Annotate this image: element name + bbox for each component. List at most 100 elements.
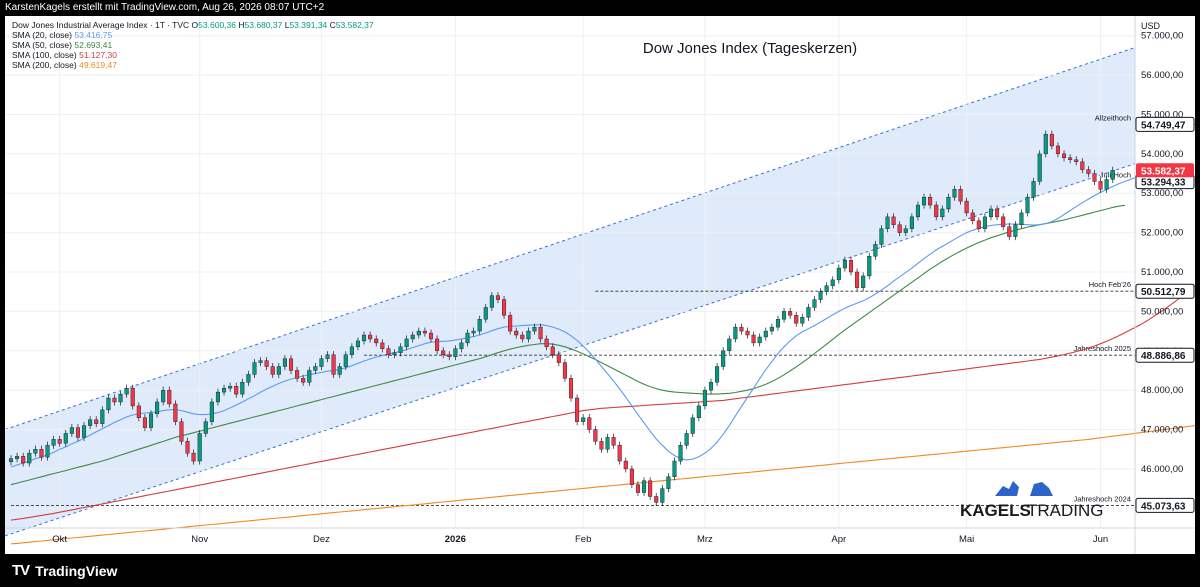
candle-body xyxy=(629,468,634,485)
candle xyxy=(909,213,914,233)
candle-body xyxy=(374,338,379,344)
candle-body xyxy=(240,382,245,395)
legend-sma20[interactable]: SMA (20, close) 53.416,75 xyxy=(12,30,113,40)
candle-body xyxy=(976,220,981,229)
candle xyxy=(654,492,659,506)
candle-body xyxy=(88,419,93,426)
candle xyxy=(526,327,531,343)
candle-body xyxy=(922,196,927,206)
legend-sma200[interactable]: SMA (200, close) 49.619,47 xyxy=(12,60,117,70)
candle xyxy=(617,441,622,465)
currency-label: USD xyxy=(1141,21,1161,31)
candle xyxy=(307,366,312,386)
candle xyxy=(392,349,397,359)
candle xyxy=(708,378,714,394)
candle-body xyxy=(544,338,549,348)
candle-body xyxy=(39,449,44,458)
candle xyxy=(824,282,829,296)
candle xyxy=(812,296,817,311)
candle-body xyxy=(915,204,920,218)
legend-low-value: 53.391,34 xyxy=(289,20,328,30)
candle xyxy=(964,197,969,217)
chart-svg[interactable]: Allzeithoch Juli-Hoch Hoch Feb'26 Jahreshoc… xyxy=(4,16,1200,554)
candle-body xyxy=(964,200,969,214)
candle xyxy=(343,351,348,371)
candle-body xyxy=(167,389,172,405)
legend-sma50[interactable]: SMA (50, close) 52.693,41 xyxy=(12,40,113,50)
candle-body xyxy=(1019,212,1024,225)
x-tick-label: Mrz xyxy=(697,534,713,545)
candle xyxy=(593,425,598,445)
x-tick-label: Dez xyxy=(313,534,330,545)
candle xyxy=(952,185,957,201)
candle xyxy=(416,327,421,339)
candle-body xyxy=(325,354,330,359)
candle-body xyxy=(502,299,507,316)
candle-body xyxy=(988,208,994,218)
candle xyxy=(1043,130,1048,158)
candle xyxy=(471,327,476,337)
candle-body xyxy=(1037,153,1042,182)
candle xyxy=(240,378,245,398)
candle-body xyxy=(1104,179,1109,190)
level-price-label: 48.886,86 xyxy=(1141,351,1186,362)
candle-body xyxy=(148,413,154,428)
candle xyxy=(483,303,488,323)
candle-body xyxy=(952,189,957,198)
legend-sma100[interactable]: SMA (100, close) 51.127,30 xyxy=(12,50,117,60)
candle xyxy=(1055,142,1060,158)
level-label: Hoch Feb'26 xyxy=(1089,280,1131,289)
candle-body xyxy=(605,437,610,450)
candle-body xyxy=(459,342,464,349)
candle-body xyxy=(301,378,306,383)
candle-body xyxy=(270,366,275,375)
candle xyxy=(130,384,135,410)
legend-close-label: C xyxy=(329,20,336,30)
candle-body xyxy=(526,330,531,340)
candle xyxy=(568,374,574,402)
candle xyxy=(550,343,555,359)
candle-body xyxy=(197,433,202,462)
candle-body xyxy=(155,401,160,414)
candle-body xyxy=(812,299,817,308)
candle-body xyxy=(447,354,452,357)
legend-high-label: H xyxy=(238,20,245,30)
candle xyxy=(1104,175,1109,193)
candle xyxy=(721,347,726,371)
tradingview-logo-icon: TV xyxy=(12,562,30,579)
candle xyxy=(362,331,367,345)
candle-body xyxy=(635,484,640,493)
candle xyxy=(349,343,354,359)
candle-body xyxy=(514,330,519,336)
candle-body xyxy=(928,196,933,206)
candle-body xyxy=(824,285,829,292)
candle-body xyxy=(471,330,476,334)
candle xyxy=(684,429,689,449)
y-tick-label: 55.000,00 xyxy=(1141,109,1183,120)
candle-body xyxy=(416,330,421,336)
candle xyxy=(57,435,62,447)
candle xyxy=(27,449,32,467)
candle xyxy=(769,323,774,335)
candle xyxy=(435,335,440,355)
candle-body xyxy=(392,352,397,355)
candle xyxy=(928,193,933,209)
candle-body xyxy=(520,334,525,340)
candle-body xyxy=(295,370,300,379)
candle-body xyxy=(885,216,890,229)
candle-body xyxy=(453,348,458,357)
candle-body xyxy=(873,244,878,257)
candle-body xyxy=(307,370,312,383)
candle-body xyxy=(264,360,269,367)
candle-body xyxy=(836,267,841,281)
candle-body xyxy=(982,216,987,229)
candle-body xyxy=(702,389,707,407)
candle xyxy=(751,331,756,347)
candle xyxy=(337,362,342,378)
candle-body xyxy=(33,449,38,454)
candle-body xyxy=(428,332,434,340)
candle-body xyxy=(404,338,409,348)
candle xyxy=(258,357,263,367)
level-label: Jahreshoch 2024 xyxy=(1073,494,1131,503)
